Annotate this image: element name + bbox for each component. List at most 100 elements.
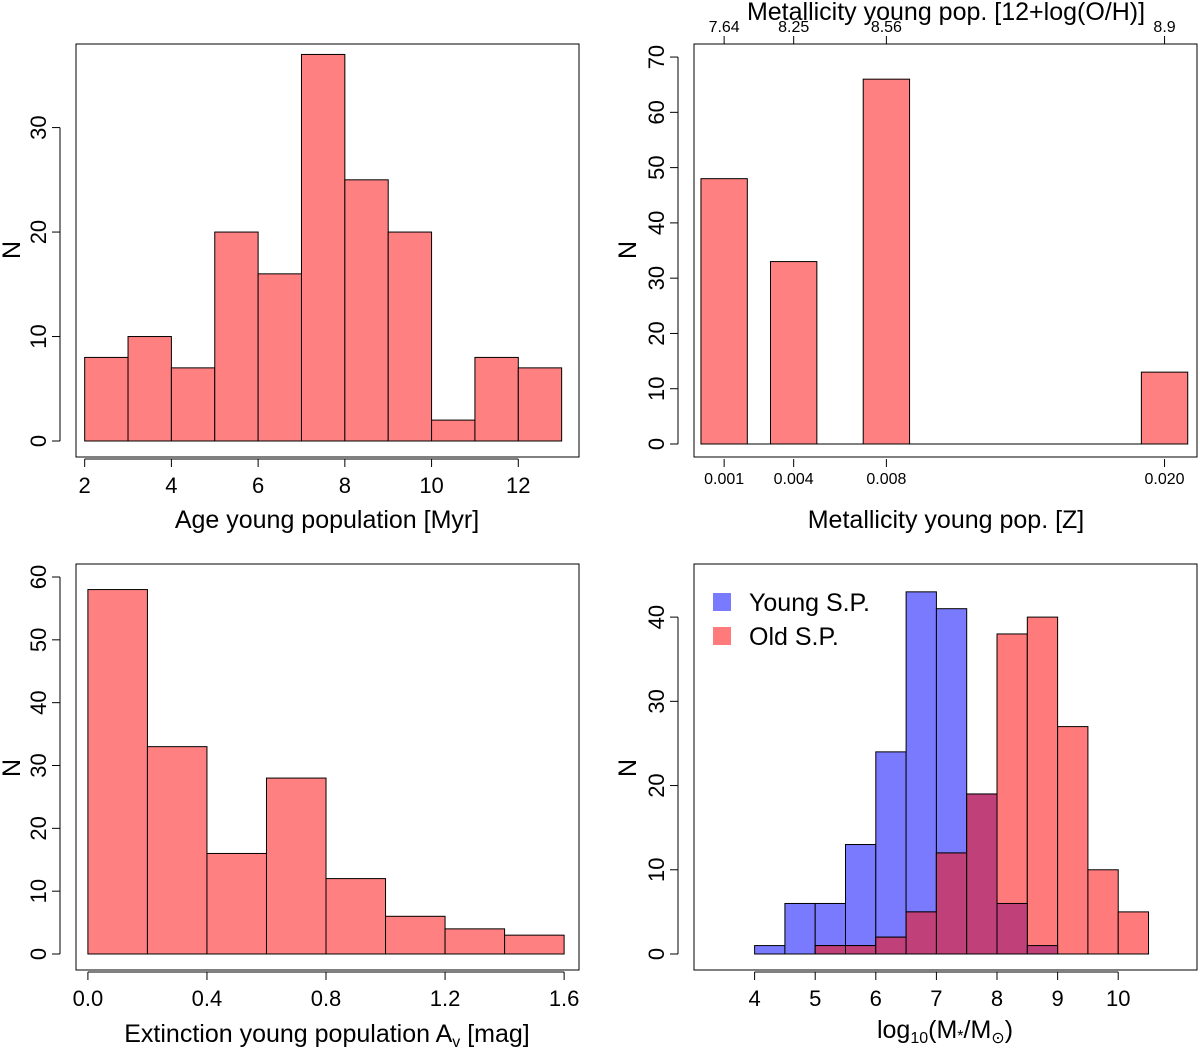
metallicity-y-axis-label: N	[614, 241, 642, 259]
mass-bar-overlap	[1026, 945, 1059, 955]
met-y-tick-label: 20	[644, 321, 669, 345]
mass-plot-frame	[693, 563, 1198, 971]
mass-y-tick-label: 0	[644, 948, 669, 960]
age-bar	[257, 273, 302, 442]
extinction-bar	[265, 777, 327, 955]
mass-bar-old	[996, 633, 1028, 955]
metallicity-top-tick-label: 7.64	[709, 19, 740, 36]
mass-x-label-sun: ⊙	[991, 1030, 1004, 1047]
ext-y-tick-label: 40	[26, 690, 51, 714]
mass-bar-old	[1117, 911, 1150, 955]
mass-y-tick-label: 10	[644, 858, 669, 882]
mass-y-axis-label: N	[614, 759, 642, 777]
age-x-tick-label: 8	[339, 473, 351, 498]
mass-x-label-paren: (M	[928, 1016, 957, 1044]
mass-x-tick-label: 5	[809, 986, 821, 1011]
mass-x-tick-label: 4	[748, 986, 760, 1011]
ext-y-tick-label: 10	[26, 879, 51, 903]
mass-bar-young	[784, 902, 816, 955]
age-bar	[344, 179, 389, 442]
mass-x-tick-label: 7	[930, 986, 942, 1011]
extinction-bars	[87, 589, 565, 955]
mass-x-tick-label: 8	[991, 986, 1003, 1011]
age-x-tick-label: 6	[252, 473, 264, 498]
ext-x-tick-label: 0.8	[311, 986, 342, 1011]
ext-y-tick-label: 30	[26, 753, 51, 777]
age-x-tick-label: 12	[506, 473, 530, 498]
legend-label-young: Young S.P.	[749, 589, 870, 617]
mass-y-ticks: 0 10 20 30 40	[644, 605, 678, 960]
extinction-x-label-unit: [mag]	[460, 1020, 529, 1048]
ext-y-tick-label: 50	[26, 628, 51, 652]
metallicity-plot-frame	[693, 43, 1198, 458]
ext-y-tick-label: 60	[26, 565, 51, 589]
metallicity-y-ticks: 0 10 20 30 40 50 60 70	[644, 45, 678, 450]
met-y-tick-label: 50	[644, 155, 669, 179]
met-y-tick-label: 40	[644, 211, 669, 235]
mass-x-label-sub: 10	[910, 1030, 928, 1047]
age-x-tick-label: 10	[419, 473, 443, 498]
age-bar	[431, 419, 476, 442]
mass-bar-young	[845, 844, 877, 955]
mass-x-tick-label: 10	[1106, 986, 1130, 1011]
metallicity-top-tick-label: 8.9	[1153, 19, 1175, 36]
metallicity-bar	[862, 78, 911, 445]
metallicity-x-tick-label: 0.004	[774, 471, 814, 488]
age-x-ticks: 2 4 6 8 10 12	[79, 459, 531, 498]
age-bar	[387, 231, 433, 442]
age-x-tick-label: 2	[79, 473, 91, 498]
age-x-axis-label: Age young population [Myr]	[175, 506, 479, 534]
mass-x-label-close: )	[1005, 1016, 1013, 1044]
legend-swatch-young	[713, 593, 731, 611]
age-bar	[127, 336, 172, 442]
extinction-bar	[87, 589, 148, 955]
extinction-x-axis-label: Extinction young population Av [mag]	[124, 1020, 530, 1049]
mass-bars-overlap	[814, 793, 1059, 955]
metallicity-x-tick-label: 0.008	[866, 471, 906, 488]
mass-bar-old	[1087, 869, 1119, 955]
ext-x-tick-label: 1.2	[430, 986, 461, 1011]
age-y-ticks: 0 10 20 30	[26, 115, 60, 447]
ext-y-tick-label: 0	[26, 948, 51, 960]
mass-bar-old	[1057, 726, 1089, 955]
age-bar	[300, 53, 346, 442]
age-y-tick-label: 30	[26, 115, 51, 139]
mass-y-tick-label: 40	[644, 605, 669, 629]
mass-x-ticks: 4 5 6 7 8 9 10	[748, 972, 1130, 1011]
age-histogram-panel: 2 4 6 8 10 12 0 10 20 30 Age young population [M…	[0, 43, 580, 534]
extinction-plot-frame	[75, 563, 580, 971]
age-x-tick-label: 4	[165, 473, 177, 498]
mass-bar-overlap	[905, 911, 937, 955]
age-bar	[474, 356, 519, 442]
metallicity-x-ticks: 0.001 0.004 0.008 0.020	[704, 459, 1185, 488]
metallicity-x-axis-label: Metallicity young pop. [Z]	[808, 506, 1085, 534]
metallicity-x-tick-label: 0.020	[1145, 471, 1185, 488]
met-y-tick-label: 60	[644, 100, 669, 124]
mass-x-label-star: *	[957, 1028, 963, 1045]
extinction-x-label-subscript: v	[452, 1034, 460, 1049]
mass-bar-young	[905, 591, 937, 955]
mass-x-label-slash: /M	[964, 1016, 992, 1044]
metallicity-bar	[1140, 371, 1189, 445]
metallicity-x-tick-label: 0.001	[704, 471, 744, 488]
mass-y-tick-label: 20	[644, 773, 669, 797]
met-y-tick-label: 10	[644, 376, 669, 400]
metallicity-top-ticks: 7.64 8.25 8.56 8.9	[709, 19, 1176, 45]
extinction-bar	[504, 934, 565, 955]
extinction-histogram-panel: 0.0 0.4 0.8 1.2 1.6 0 10 20 30 40 50 60 Extinction…	[0, 563, 580, 1049]
mass-bar-young	[875, 751, 907, 955]
stellar-mass-histogram-panel: 4 5 6 7 8 9 10 0 10 20 30 40 Young S.P. Old S.P. l…	[614, 563, 1198, 1047]
mass-bar-overlap	[814, 945, 847, 955]
mass-y-tick-label: 30	[644, 689, 669, 713]
metallicity-top-axis-label: Metallicity young pop. [12+log(O/H)]	[747, 0, 1145, 26]
ext-y-tick-label: 20	[26, 816, 51, 840]
age-y-tick-label: 10	[26, 324, 51, 348]
extinction-y-axis-label: N	[0, 759, 26, 777]
age-y-tick-label: 20	[26, 220, 51, 244]
metallicity-histogram-panel: 0.001 0.004 0.008 0.020 7.64 8.25 8.56 8.9 0 10…	[614, 0, 1198, 534]
extinction-bar	[146, 746, 208, 955]
mass-bar-overlap	[966, 793, 998, 955]
metallicity-top-tick-label: 8.25	[778, 19, 809, 36]
extinction-bar	[325, 878, 387, 955]
mass-bar-overlap	[996, 902, 1028, 955]
